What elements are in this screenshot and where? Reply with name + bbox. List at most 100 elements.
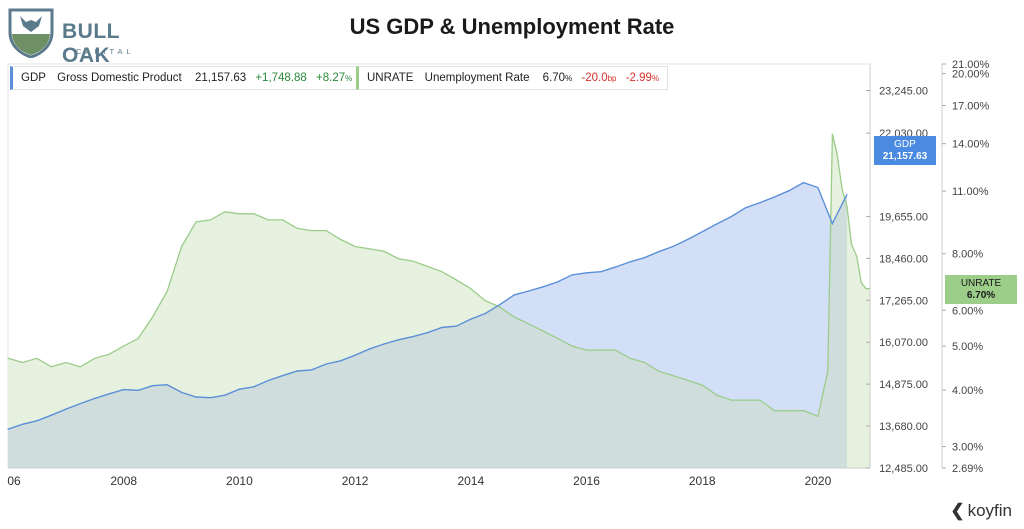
- gdp-point: [412, 336, 414, 338]
- shield-icon: [8, 8, 54, 59]
- unrate-point: [836, 153, 838, 155]
- gdp-point: [672, 245, 674, 247]
- legend-unrate-ticker: UNRATE: [367, 72, 414, 84]
- unrate-point: [846, 205, 848, 207]
- right-axis-tick-label: 20.00%: [952, 69, 990, 81]
- gdp-point: [701, 231, 703, 233]
- gdp-point: [36, 420, 38, 422]
- gdp-point: [137, 389, 139, 391]
- gdp-point: [79, 403, 81, 405]
- koyfin-brand: ❮ koyfin: [950, 501, 1012, 521]
- gdp-point: [354, 354, 356, 356]
- left-axis-tick-label: 18,460.00: [879, 253, 928, 265]
- gdp-point: [745, 207, 747, 209]
- legend-gdp-pct-unit: %: [345, 74, 353, 83]
- unrate-point: [354, 245, 356, 248]
- gdp-point: [614, 266, 617, 268]
- unrate-point: [571, 345, 573, 347]
- gdp-point: [108, 393, 110, 395]
- legend-unrate[interactable]: UNRATE Unemployment Rate 6.70% -20.0bp -…: [356, 66, 669, 90]
- gdp-value-badge: GDP 21,157.63: [874, 136, 936, 165]
- unrate-point: [426, 265, 428, 267]
- gdp-point: [716, 223, 718, 225]
- gdp-point: [557, 281, 559, 283]
- unrate-point: [455, 279, 457, 281]
- gdp-point: [7, 428, 9, 430]
- unrate-point: [50, 366, 53, 368]
- gdp-point: [499, 304, 501, 306]
- unrate-point: [470, 288, 472, 290]
- unrate-point: [841, 188, 843, 190]
- right-axis-tick-label: 3.00%: [952, 442, 983, 454]
- unrate-point: [730, 399, 732, 401]
- gdp-point: [773, 196, 776, 198]
- gdp-point: [802, 182, 805, 184]
- gdp-point: [50, 414, 53, 416]
- legend-unrate-value-unit: %: [565, 74, 573, 83]
- left-axis-tick-label: 17,265.00: [879, 295, 928, 307]
- gdp-point: [759, 202, 761, 204]
- x-tick-label: 2016: [573, 474, 600, 488]
- gdp-point: [209, 397, 212, 399]
- gdp-point: [730, 216, 732, 218]
- unrate-point: [499, 306, 501, 308]
- gdp-point: [817, 186, 819, 189]
- unrate-point: [856, 255, 858, 257]
- unrate-point: [94, 357, 96, 359]
- x-tick-label: 06: [7, 474, 21, 488]
- unrate-point: [267, 219, 269, 221]
- gdp-point: [687, 238, 689, 240]
- gdp-point: [788, 190, 790, 192]
- unrate-point: [629, 357, 631, 359]
- unrate-point: [7, 357, 9, 359]
- gdp-point: [267, 379, 269, 382]
- unrate-badge-label: UNRATE: [960, 278, 1002, 289]
- gdp-point: [123, 389, 125, 391]
- legend-gdp-name: Gross Domestic Product: [57, 72, 182, 84]
- unrate-point: [340, 238, 342, 241]
- unrate-point: [658, 370, 660, 372]
- x-tick-label: 2012: [342, 474, 369, 488]
- unrate-point: [687, 379, 689, 381]
- unrate-point: [137, 337, 139, 339]
- legend-gdp-value: 21,157.63: [194, 72, 247, 84]
- gdp-point: [441, 326, 443, 329]
- gdp-point: [21, 423, 24, 425]
- gdp-point: [94, 397, 96, 399]
- bull-oak-logo: BULL OAK CAPITAL: [6, 6, 166, 67]
- gdp-point: [296, 370, 298, 372]
- unrate-point: [181, 245, 183, 248]
- gdp-badge-value: 21,157.63: [882, 151, 928, 162]
- koyfin-label: koyfin: [967, 501, 1012, 520]
- unrate-point: [397, 258, 400, 260]
- unrate-point: [412, 260, 414, 262]
- legend-gdp-change: +1,748.88: [255, 72, 307, 84]
- unrate-point: [383, 250, 385, 252]
- unrate-point: [224, 211, 226, 213]
- x-tick-label: 2014: [457, 474, 484, 488]
- gdp-point: [585, 272, 588, 274]
- unrate-point: [850, 243, 853, 245]
- gdp-point: [513, 294, 515, 296]
- gdp-point: [166, 384, 168, 386]
- gdp-point: [238, 388, 240, 390]
- unrate-point: [166, 290, 168, 293]
- unrate-point: [745, 399, 747, 401]
- gdp-point: [528, 290, 530, 292]
- unrate-point: [311, 230, 313, 232]
- unrate-point: [441, 271, 443, 273]
- brand-name: BULL OAK: [62, 20, 120, 67]
- legend-gdp[interactable]: GDP Gross Domestic Product 21,157.63 +1,…: [10, 66, 362, 90]
- right-axis-tick-label: 4.00%: [952, 385, 983, 397]
- left-axis-tick-label: 14,875.00: [879, 379, 928, 391]
- gdp-point: [658, 251, 660, 253]
- gdp-point: [455, 325, 457, 327]
- x-tick-label: 2018: [689, 474, 716, 488]
- gdp-point: [484, 312, 486, 315]
- unrate-point: [672, 375, 674, 377]
- left-axis-tick-label: 23,245.00: [879, 85, 928, 97]
- gdp-point: [253, 386, 255, 388]
- unrate-point: [831, 133, 834, 135]
- unrate-point: [513, 316, 515, 318]
